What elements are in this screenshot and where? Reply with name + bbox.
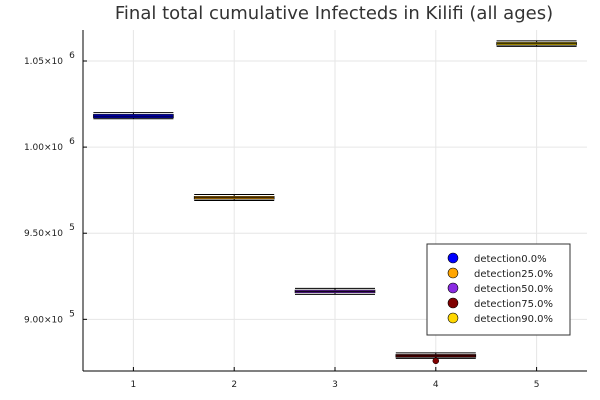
x-tick-label: 4: [433, 380, 439, 390]
legend-marker: [447, 252, 459, 264]
x-tick-label: 5: [534, 380, 540, 390]
legend-label: detection75.0%: [474, 299, 553, 310]
x-tick-label: 2: [231, 380, 237, 390]
y-tick-label: 9.00×10: [24, 315, 63, 325]
chart-title: Final total cumulative Infecteds in Kili…: [115, 3, 553, 24]
box-detection90.0%: [496, 40, 577, 47]
legend-marker: [447, 267, 459, 279]
legend-marker: [447, 312, 459, 324]
box-detection0.0%: [93, 112, 174, 120]
box-detection25.0%: [193, 193, 275, 201]
legend-label: detection50.0%: [474, 284, 553, 295]
y-tick-label: 1.05×10: [24, 57, 63, 67]
box-detection50.0%: [294, 287, 376, 295]
x-tick-label: 1: [131, 380, 137, 390]
grid: [83, 30, 587, 371]
y-tick-exponent: 5: [69, 309, 75, 319]
legend-label: detection90.0%: [474, 314, 553, 325]
y-tick-exponent: 6: [69, 51, 75, 61]
y-tick-exponent: 6: [69, 137, 75, 147]
x-tick-label: 3: [332, 380, 338, 390]
y-tick-exponent: 5: [69, 223, 75, 233]
y-tick-label: 9.50×10: [24, 229, 63, 239]
legend-marker: [447, 297, 459, 309]
legend-label: detection25.0%: [474, 269, 553, 280]
box-detection75.0%: [395, 352, 477, 365]
legend-marker: [447, 282, 459, 294]
legend-label: detection0.0%: [474, 254, 547, 265]
axes: 1 2 3 4 5 9.00×10 5 9.50×10 5 1.00×10 6 1.05×10 6: [24, 30, 587, 390]
legend: detection0.0% detection25.0% detection50.0…: [426, 243, 571, 336]
y-tick-label: 1.00×10: [24, 143, 63, 153]
box-outlier: [432, 357, 440, 365]
plot-series: [93, 40, 577, 365]
